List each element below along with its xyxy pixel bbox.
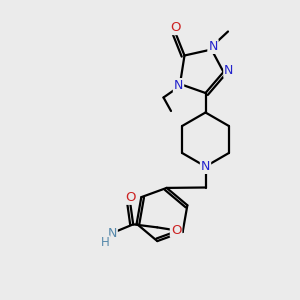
Text: H: H — [101, 236, 110, 250]
Text: O: O — [125, 191, 135, 204]
Text: O: O — [171, 224, 181, 237]
Text: N: N — [208, 40, 218, 53]
Text: O: O — [170, 21, 181, 34]
Text: N: N — [174, 79, 183, 92]
Text: N: N — [107, 227, 117, 240]
Text: N: N — [224, 64, 234, 77]
Text: N: N — [201, 160, 210, 173]
